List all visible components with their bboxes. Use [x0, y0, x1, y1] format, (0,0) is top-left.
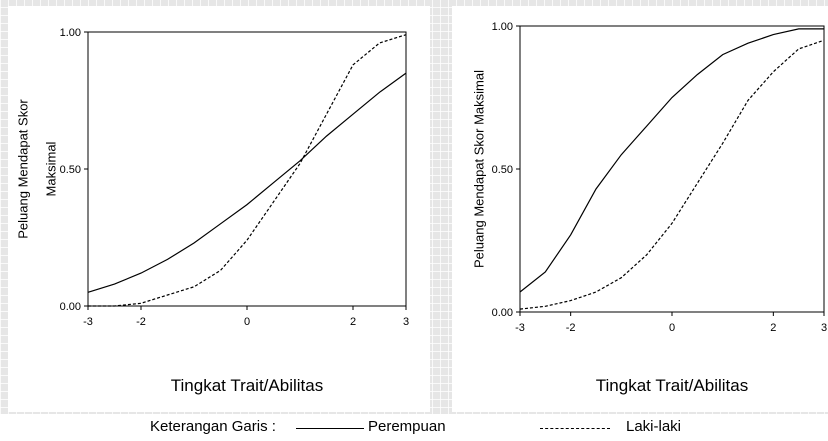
legend-title: Keterangan Garis :: [150, 418, 276, 435]
y-axis-label: Peluang Mendapat Skor Maksimal: [472, 70, 487, 268]
series-line-perempuan: [87, 72, 407, 293]
x-tick-label: 2: [350, 316, 356, 328]
series-line-laki-laki: [88, 34, 407, 307]
y-tick-label: 0.00: [492, 307, 513, 319]
x-tick-label: -2: [566, 322, 576, 334]
legend: Keterangan Garis : Perempuan Laki-laki: [0, 414, 828, 441]
plot-area: [87, 31, 407, 307]
series-line-laki-laki: [519, 39, 825, 310]
x-axis-label: Tingkat Trait/Abilitas: [171, 376, 323, 395]
x-tick-label: -3: [515, 322, 525, 334]
x-tick-label: 2: [770, 322, 776, 334]
chart-left: 0.00 0.50 1.00 -3 -2 0 2 3 Peluang Mendapat Skor…: [16, 27, 409, 395]
x-tick-label: 3: [821, 322, 827, 334]
chart-panel-left: 0.00 0.50 1.00 -3 -2 0 2 3 Peluang Mendapat Skor…: [8, 6, 430, 412]
y-axis-label: Maksimal: [44, 141, 59, 196]
x-tick-label: -2: [136, 316, 146, 328]
y-tick-label: 0.50: [492, 164, 513, 176]
y-tick-label: 0.00: [60, 301, 81, 313]
series-line-perempuan: [519, 28, 824, 293]
legend-dotted-label: Laki-laki: [626, 418, 682, 435]
y-tick-label: 0.50: [60, 164, 81, 176]
chart-right: 0.00 0.50 1.00 -3 -2 0 2 3 Peluang Mendapat Skor…: [472, 21, 827, 395]
plot-area: [519, 25, 825, 313]
legend-dotted-line: [540, 428, 610, 429]
chart-panel-right: 0.00 0.50 1.00 -3 -2 0 2 3 Peluang Mendapat Skor…: [452, 6, 828, 412]
legend-solid-label: Perempuan: [368, 418, 446, 435]
y-tick-label: 1.00: [492, 21, 513, 33]
y-tick-label: 1.00: [60, 27, 81, 39]
x-tick-label: 0: [669, 322, 675, 334]
legend-solid-line: [296, 428, 364, 429]
x-tick-label: -3: [83, 316, 93, 328]
x-axis-label: Tingkat Trait/Abilitas: [596, 376, 748, 395]
x-tick-label: 0: [244, 316, 250, 328]
x-tick-label: 3: [403, 316, 409, 328]
y-axis-label: Peluang Mendapat Skor: [16, 99, 31, 239]
